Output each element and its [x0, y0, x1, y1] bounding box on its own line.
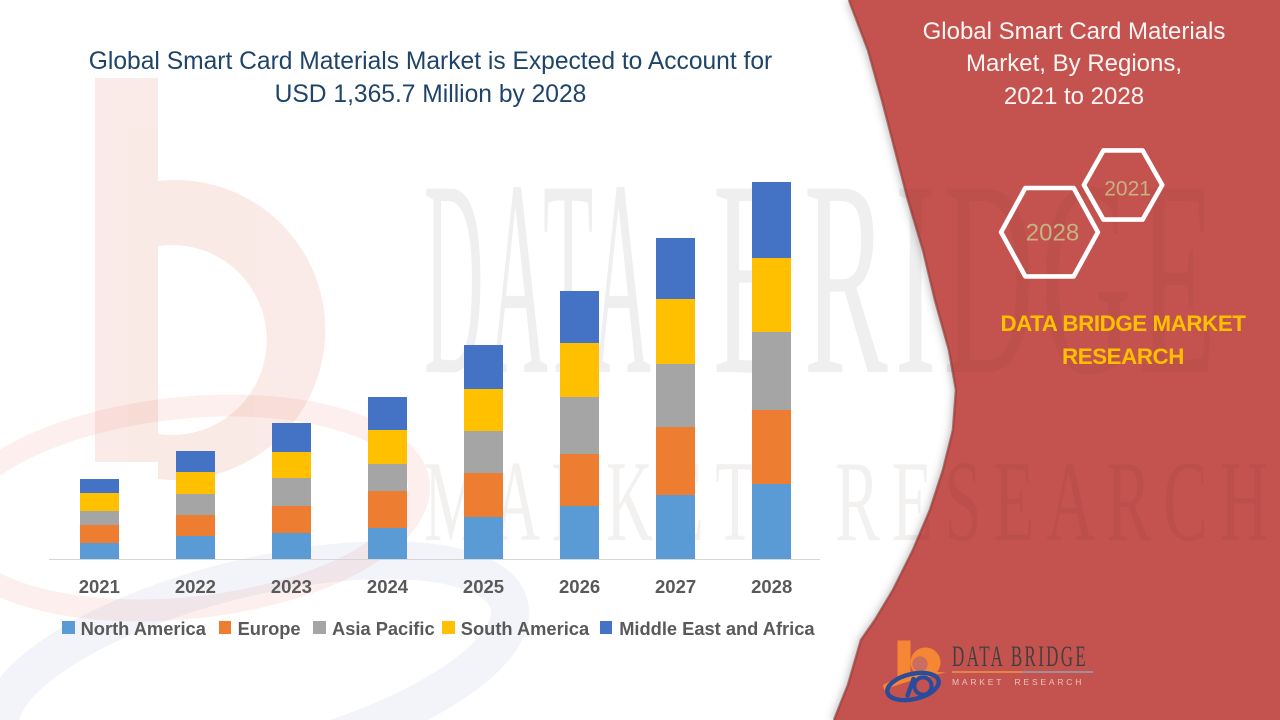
- svg-text:2028: 2028: [1026, 220, 1079, 247]
- svg-text:2021: 2021: [1104, 178, 1151, 201]
